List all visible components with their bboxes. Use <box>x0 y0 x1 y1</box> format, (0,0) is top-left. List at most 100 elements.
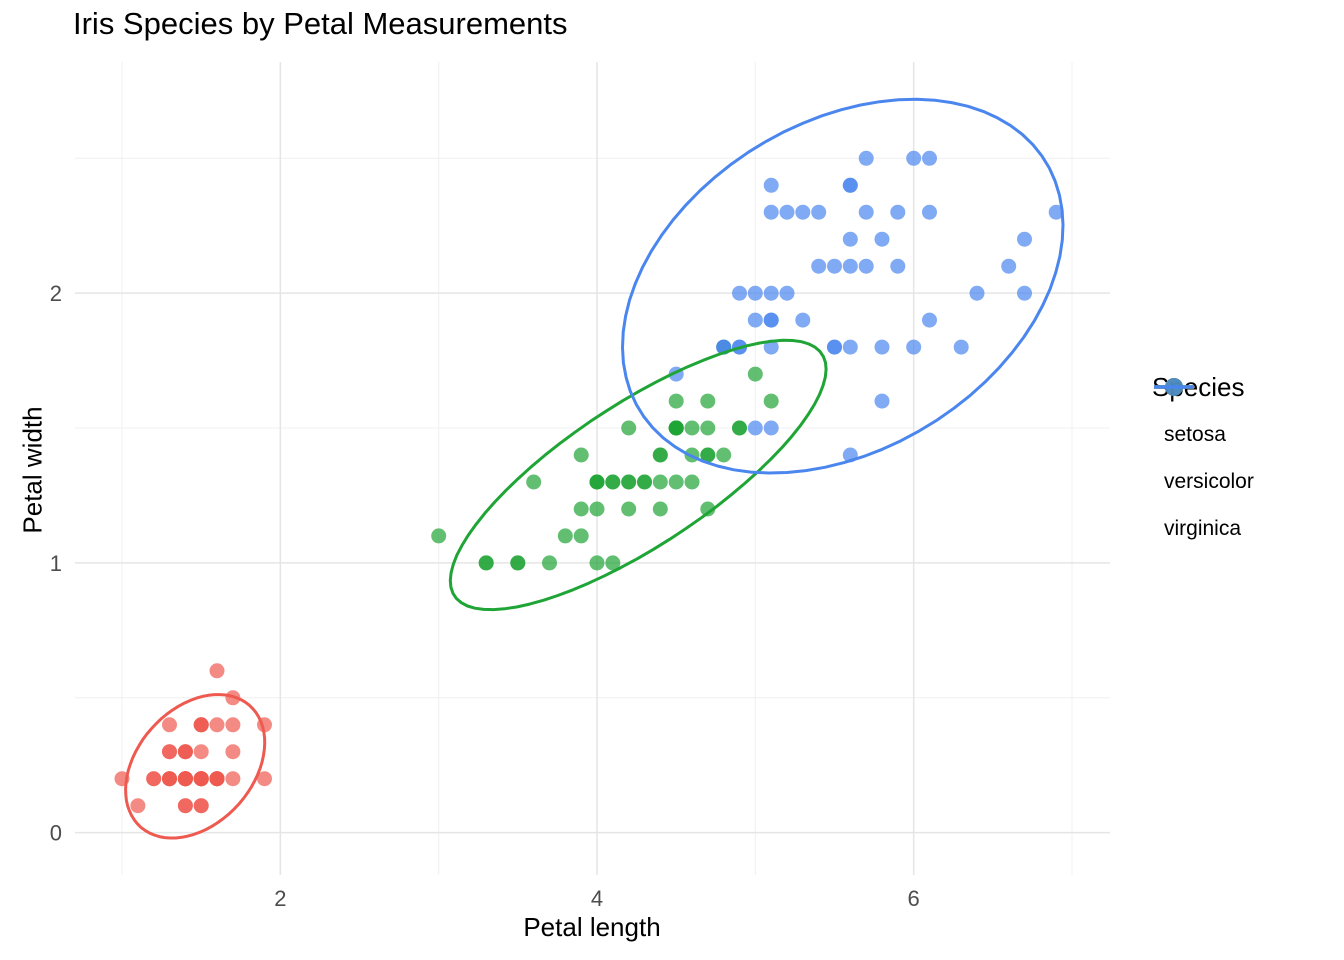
data-point-virginica <box>1017 231 1032 247</box>
data-point-versicolor <box>621 420 637 436</box>
data-point-versicolor <box>732 420 747 436</box>
data-point-versicolor <box>716 447 732 463</box>
data-point-virginica <box>953 339 969 355</box>
series-setosa <box>114 663 272 814</box>
data-point-setosa <box>162 717 177 733</box>
data-point-virginica <box>969 285 985 301</box>
data-point-virginica <box>890 258 906 274</box>
data-point-virginica <box>763 420 779 436</box>
data-point-virginica <box>811 258 827 274</box>
data-point-setosa <box>177 771 193 787</box>
data-point-virginica <box>779 285 795 301</box>
data-point-virginica <box>874 231 890 247</box>
data-point-versicolor <box>652 501 668 517</box>
data-point-versicolor <box>589 474 605 490</box>
data-point-virginica <box>1001 258 1017 274</box>
x-tick-label: 2 <box>274 886 286 911</box>
data-point-virginica <box>763 204 779 220</box>
data-point-versicolor <box>747 366 763 382</box>
data-point-virginica <box>1048 204 1064 220</box>
data-point-virginica <box>747 420 763 436</box>
data-point-virginica <box>842 231 858 247</box>
data-point-versicolor <box>621 474 637 490</box>
data-point-virginica <box>842 177 858 193</box>
x-tick-label: 6 <box>908 886 920 911</box>
data-point-setosa <box>162 771 177 787</box>
data-point-versicolor <box>652 474 668 490</box>
x-tick-label: 4 <box>591 886 603 911</box>
data-point-versicolor <box>637 474 652 490</box>
data-point-versicolor <box>700 393 716 409</box>
data-point-versicolor <box>557 528 573 544</box>
data-point-versicolor <box>668 393 684 409</box>
legend-item-label: setosa <box>1164 423 1226 446</box>
data-point-versicolor <box>700 447 716 463</box>
data-point-virginica <box>858 258 874 274</box>
data-point-virginica <box>795 204 811 220</box>
data-point-virginica <box>763 285 779 301</box>
data-point-versicolor <box>526 474 542 490</box>
confidence-ellipse-setosa <box>124 693 267 840</box>
data-point-virginica <box>906 150 922 166</box>
data-point-versicolor <box>573 501 589 517</box>
legend-item-label: virginica <box>1164 517 1242 540</box>
data-point-versicolor <box>700 420 716 436</box>
y-axis-title: Petal width <box>17 406 48 534</box>
data-point-virginica <box>732 285 747 301</box>
data-point-virginica <box>1017 285 1032 301</box>
data-point-virginica <box>827 258 842 274</box>
data-point-versicolor <box>478 555 494 571</box>
y-tick-label: 1 <box>50 551 62 576</box>
data-point-setosa <box>225 771 241 787</box>
data-point-setosa <box>146 771 162 787</box>
data-point-virginica <box>858 204 874 220</box>
data-point-versicolor <box>605 555 621 571</box>
data-point-setosa <box>193 744 209 760</box>
data-point-virginica <box>890 204 906 220</box>
data-point-virginica <box>858 150 874 166</box>
data-point-virginica <box>747 312 763 328</box>
x-axis-title: Petal length <box>523 912 661 942</box>
legend-key-icon <box>1154 378 1194 396</box>
data-point-setosa <box>209 771 225 787</box>
data-point-versicolor <box>684 474 700 490</box>
data-point-setosa <box>193 798 209 814</box>
data-point-versicolor <box>700 501 716 517</box>
plot-title: Iris Species by Petal Measurements <box>73 6 568 41</box>
data-point-setosa <box>193 771 209 787</box>
data-point-versicolor <box>668 474 684 490</box>
data-point-virginica <box>747 285 763 301</box>
data-point-setosa <box>209 663 225 679</box>
data-point-versicolor <box>589 501 605 517</box>
data-point-setosa <box>193 717 209 733</box>
legend-item-virginica: virginica <box>1152 378 1254 544</box>
data-point-versicolor <box>573 528 589 544</box>
data-point-versicolor <box>621 501 637 517</box>
y-tick-label: 2 <box>50 281 62 306</box>
data-point-versicolor <box>668 420 684 436</box>
data-point-virginica <box>811 204 827 220</box>
data-point-setosa <box>257 771 272 787</box>
data-point-setosa <box>177 798 193 814</box>
data-point-virginica <box>763 312 779 328</box>
data-point-virginica <box>779 204 795 220</box>
data-point-virginica <box>763 177 779 193</box>
data-point-virginica <box>922 150 937 166</box>
series-versicolor <box>431 339 779 571</box>
legend: Species setosa versicolor virginica <box>1152 372 1254 544</box>
data-point-virginica <box>922 204 937 220</box>
data-point-versicolor <box>573 447 589 463</box>
data-point-versicolor <box>605 474 621 490</box>
data-point-virginica <box>922 312 937 328</box>
legend-item-versicolor: versicolor <box>1152 378 1254 497</box>
data-point-virginica <box>795 312 811 328</box>
data-point-versicolor <box>431 528 447 544</box>
data-point-setosa <box>162 744 177 760</box>
confidence-ellipse-versicolor <box>448 338 828 612</box>
data-point-setosa <box>209 717 225 733</box>
legend-item-label: versicolor <box>1164 470 1254 493</box>
data-point-versicolor <box>684 420 700 436</box>
data-point-virginica <box>827 339 842 355</box>
